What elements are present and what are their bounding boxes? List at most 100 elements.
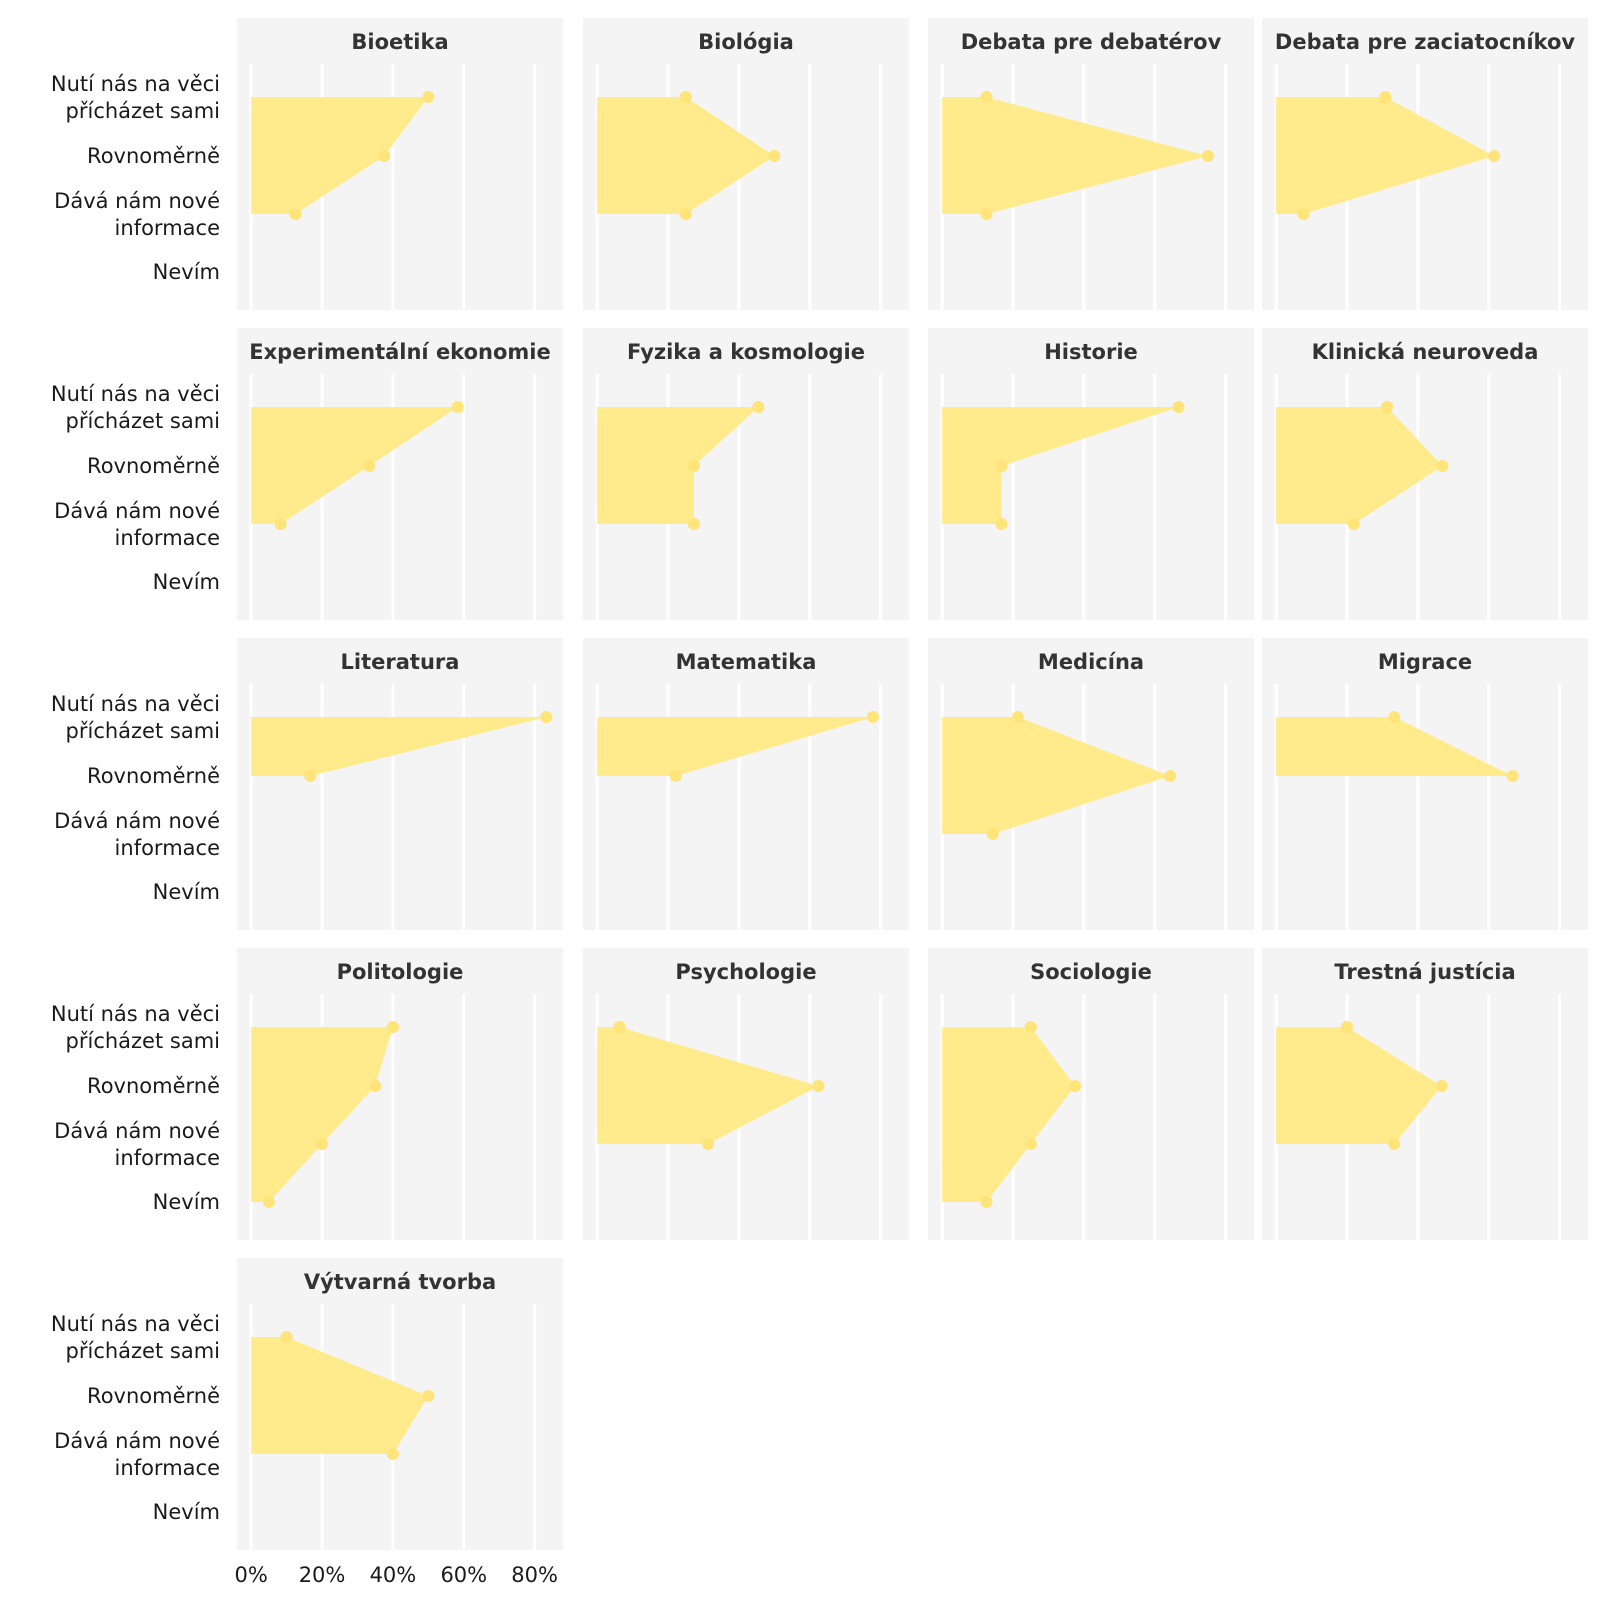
area-fill: [1276, 97, 1495, 214]
data-point: [1024, 1138, 1037, 1150]
area-fill: [597, 1027, 819, 1144]
x-tick-label: 20%: [299, 1563, 346, 1587]
area-fill: [251, 407, 458, 524]
x-tick-label: 0%: [235, 1563, 268, 1587]
y-tick-label: Nutí nás na věci přícházet sami: [51, 692, 220, 743]
y-tick-label: Nutí nás na věci přícházet sami: [51, 1312, 220, 1363]
y-tick-label: Nutí nás na věci přícházet sami: [51, 382, 220, 433]
y-tick-label: Nutí nás na věci přícházet sami: [51, 1002, 220, 1053]
facet-title: Politologie: [337, 960, 464, 984]
facet-panel: Experimentální ekonomie Nutí nás na věci p…: [51, 328, 563, 620]
data-point: [679, 91, 692, 103]
data-point: [540, 711, 553, 723]
y-tick-label: Rovnoměrně: [87, 454, 220, 478]
y-tick-label: Rovnoměrně: [87, 1074, 220, 1098]
data-point: [669, 770, 682, 782]
data-point: [812, 1080, 825, 1092]
x-tick-label: 60%: [440, 1563, 487, 1587]
facet-title: Historie: [1044, 340, 1138, 364]
facet-title: Psychologie: [675, 960, 816, 984]
data-point: [986, 828, 999, 840]
data-point: [304, 770, 317, 782]
facet-title: Trestná justícia: [1334, 960, 1515, 984]
data-point: [1506, 770, 1519, 782]
area-fill: [251, 717, 547, 776]
data-point: [980, 1196, 993, 1208]
facet-panel: Psychologie: [583, 948, 909, 1240]
facet-panel: Matematika: [583, 638, 909, 930]
y-tick-label: Dává nám nové informace: [54, 1429, 220, 1480]
y-tick-label: Dává nám nové informace: [54, 809, 220, 860]
facet-panel: Výtvarná tvorba Nutí nás na věci přícházet…: [51, 1258, 563, 1550]
x-tick-label: 40%: [370, 1563, 417, 1587]
facet-panel: Debata pre debatérov: [928, 18, 1254, 310]
data-point: [386, 1021, 399, 1033]
facet-panel: Migrace: [1262, 638, 1588, 930]
facet-title: Literatura: [341, 650, 460, 674]
data-point: [702, 1138, 715, 1150]
y-tick-label: Nevím: [153, 570, 220, 594]
facet-title: Biológia: [698, 30, 794, 54]
area-fill: [597, 97, 775, 214]
data-point: [289, 208, 302, 220]
area-fill: [597, 717, 873, 776]
data-point: [1341, 1021, 1353, 1033]
data-point: [1379, 91, 1392, 103]
y-tick-label: Dává nám nové informace: [54, 189, 220, 240]
facet-title: Matematika: [676, 650, 817, 674]
facet-title: Medicína: [1038, 650, 1144, 674]
area-fill: [251, 97, 429, 214]
data-point: [995, 460, 1008, 472]
facet-panel: Bioetika Nutí nás na věci přícházet sami Ro…: [51, 18, 563, 310]
facet-title: Migrace: [1378, 650, 1472, 674]
panel-background: [583, 638, 909, 930]
data-point: [274, 518, 287, 530]
data-point: [363, 460, 376, 472]
facet-title: Výtvarná tvorba: [304, 1270, 496, 1294]
data-point: [1381, 401, 1394, 413]
facet-title: Fyzika a kosmologie: [627, 340, 865, 364]
area-fill: [942, 407, 1179, 524]
area-fill: [942, 1027, 1076, 1202]
data-point: [1201, 150, 1214, 162]
data-point: [1388, 711, 1401, 723]
data-point: [768, 150, 781, 162]
data-point: [1012, 711, 1024, 723]
y-tick-label: Nutí nás na věci přícházet sami: [51, 72, 220, 123]
area-fill: [251, 1027, 393, 1202]
data-point: [752, 401, 765, 413]
facet-title: Klinická neuroveda: [1312, 340, 1539, 364]
area-fill: [1276, 1027, 1442, 1144]
facet-panel: Biológia: [583, 18, 909, 310]
area-fill: [942, 97, 1208, 214]
y-tick-label: Nevím: [153, 1190, 220, 1214]
data-point: [980, 91, 993, 103]
facet-title: Debata pre zaciatocníkov: [1275, 30, 1575, 54]
data-point: [1436, 460, 1449, 472]
y-tick-label: Rovnoměrně: [87, 764, 220, 788]
data-point: [451, 401, 464, 413]
data-point: [687, 518, 700, 530]
data-point: [280, 1331, 293, 1343]
data-point: [378, 150, 391, 162]
data-point: [1388, 1138, 1401, 1150]
panel-background: [1262, 638, 1588, 930]
data-point: [687, 460, 700, 472]
data-point: [422, 91, 435, 103]
data-point: [995, 518, 1008, 530]
data-point: [679, 208, 692, 220]
area-fill: [251, 1337, 429, 1454]
data-point: [1172, 401, 1185, 413]
data-point: [1347, 518, 1360, 530]
data-point: [369, 1080, 382, 1092]
y-tick-label: Dává nám nové informace: [54, 1119, 220, 1170]
area-fill: [942, 717, 1170, 834]
area-fill: [597, 407, 759, 524]
y-tick-label: Dává nám nové informace: [54, 499, 220, 550]
facet-panel: Fyzika a kosmologie: [583, 328, 909, 620]
facet-panel: Medicína: [928, 638, 1254, 930]
data-point: [1297, 208, 1310, 220]
data-point: [316, 1138, 328, 1150]
data-point: [386, 1448, 399, 1460]
